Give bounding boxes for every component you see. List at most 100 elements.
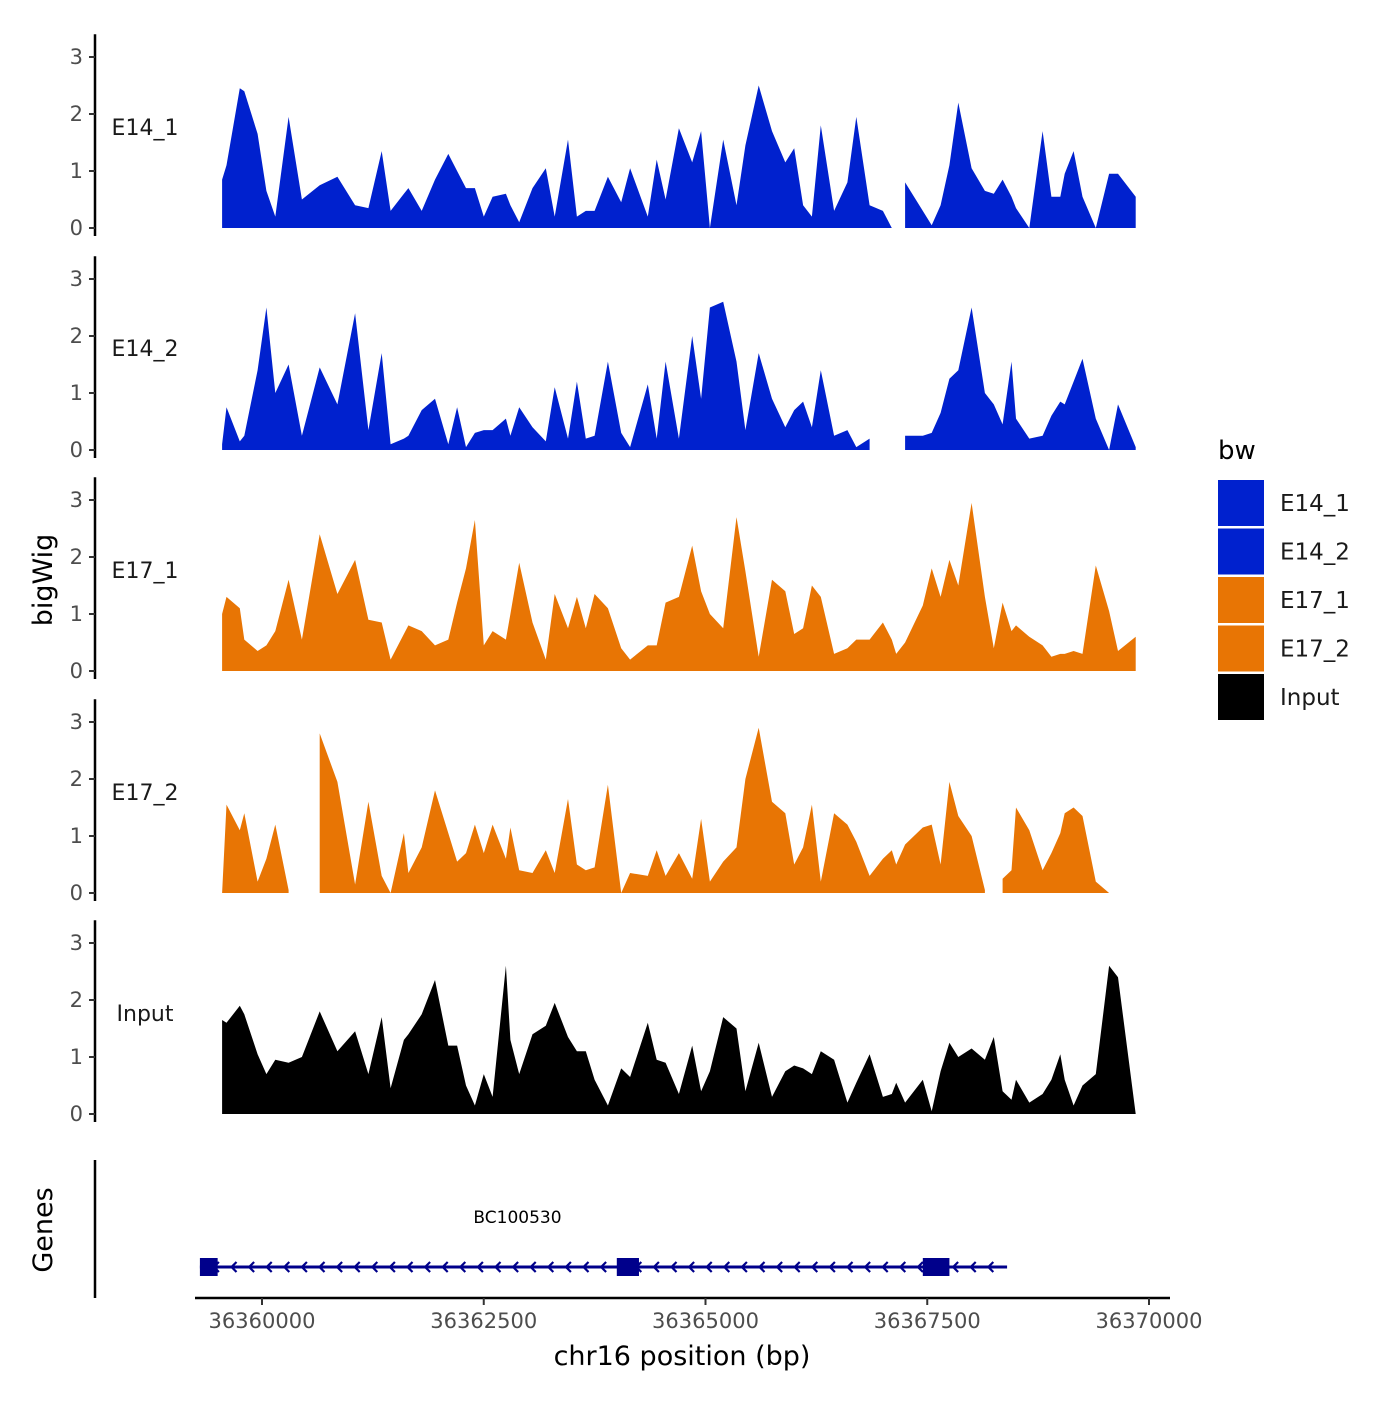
strand-arrow: [388, 1261, 396, 1273]
y-tick-label: 0: [70, 659, 83, 683]
strand-arrow: [652, 1261, 660, 1273]
strand-arrow: [476, 1261, 484, 1273]
strand-arrow: [458, 1261, 467, 1273]
strand-arrow: [969, 1261, 977, 1273]
y-tick-label: 0: [70, 1102, 83, 1126]
y-tick-label: 2: [70, 767, 83, 791]
strand-arrow: [564, 1261, 572, 1273]
strand-arrow: [898, 1261, 907, 1273]
gene-BC100530: BC100530: [199, 1208, 1008, 1276]
strand-arrow: [335, 1261, 343, 1273]
track-label: E14_2: [112, 337, 179, 362]
x-tick-label: 36365000: [652, 1309, 759, 1333]
exon: [616, 1258, 639, 1276]
y-tick-label: 1: [70, 824, 83, 848]
strand-arrow: [881, 1261, 889, 1273]
signal-area-E14_1: [905, 102, 1136, 228]
track-label: Input: [117, 1002, 174, 1027]
strand-arrow: [669, 1261, 678, 1273]
track-E14_1: 0 1 2 3 E14_1: [70, 34, 1136, 240]
signal-area-E17_2: [222, 804, 289, 893]
y-axis-title: bigWig: [28, 534, 59, 627]
legend-label: E14_1: [1280, 491, 1350, 517]
y-tick-label: 3: [70, 931, 83, 955]
strand-arrow: [687, 1261, 695, 1273]
strand-arrow: [300, 1261, 308, 1273]
strand-arrow: [916, 1261, 924, 1273]
signal-area-Input: [222, 965, 1136, 1114]
legend-label: E14_2: [1280, 540, 1350, 566]
x-tick-label: 36370000: [1096, 1309, 1203, 1333]
legend-key-E17_1: [1218, 577, 1264, 623]
strand-arrow: [441, 1261, 449, 1273]
x-tick-label: 36362500: [430, 1309, 537, 1333]
legend: bw E14_1 E14_2 E17_1 E17_2 Input: [1218, 436, 1350, 720]
signal-area-E17_1: [222, 502, 1136, 671]
signal-area-E17_2: [1002, 807, 1136, 893]
track-label: E17_2: [112, 781, 179, 806]
track-E17_2: 0 1 2 3 E17_2: [70, 699, 1136, 905]
y-tick-label: 0: [70, 881, 83, 905]
strand-arrow: [317, 1261, 326, 1273]
strand-arrow: [722, 1261, 731, 1273]
strand-arrow: [581, 1261, 590, 1273]
x-axis: 36360000 36362500 36365000 36367500 36370000: [195, 1296, 1203, 1333]
strand-arrow: [282, 1261, 291, 1273]
strand-arrow: [353, 1261, 361, 1273]
y-tick-label: 2: [70, 102, 83, 126]
legend-label: E17_2: [1280, 637, 1350, 663]
legend-key-E14_2: [1218, 528, 1264, 575]
y-tick-label: 2: [70, 988, 83, 1012]
strand-arrow: [705, 1261, 713, 1273]
strand-arrow: [599, 1261, 607, 1273]
legend-key-E17_2: [1218, 625, 1264, 672]
strand-arrow: [546, 1261, 555, 1273]
y-tick-label: 2: [70, 545, 83, 569]
strand-arrow: [757, 1261, 766, 1273]
strand-arrow: [793, 1261, 801, 1273]
strand-arrow: [863, 1261, 871, 1273]
strand-arrow: [247, 1261, 255, 1273]
y-tick-label: 1: [70, 159, 83, 183]
track-label: E17_1: [112, 559, 179, 584]
x-tick-label: 36360000: [209, 1309, 316, 1333]
x-axis-title: chr16 position (bp): [554, 1341, 811, 1372]
legend-key-E14_1: [1218, 480, 1264, 526]
strand-arrow: [986, 1261, 995, 1273]
genes-axis-title: Genes: [28, 1187, 59, 1272]
x-tick-label: 36367500: [874, 1309, 981, 1333]
strand-arrow: [775, 1261, 783, 1273]
strand-arrow: [493, 1261, 502, 1273]
strand-arrow: [951, 1261, 959, 1273]
legend-key-Input: [1218, 674, 1264, 720]
legend-label: E17_1: [1280, 588, 1350, 614]
strand-arrow: [229, 1261, 238, 1273]
y-tick-label: 1: [70, 602, 83, 626]
signal-area-E14_2: [222, 301, 870, 450]
legend-label: Input: [1280, 685, 1340, 711]
y-tick-label: 1: [70, 1045, 83, 1069]
exon: [199, 1258, 218, 1276]
legend-title: bw: [1218, 436, 1256, 466]
track-E14_2: 0 1 2 3 E14_2: [70, 256, 1136, 462]
strand-arrow: [265, 1261, 273, 1273]
strand-arrow: [370, 1261, 379, 1273]
y-tick-label: 3: [70, 488, 83, 512]
tracks: 0 1 2 3 E14_1 0 1 2 3 E14_2 0 1 2 3 E17_1 0 1 2 3 E17_2 0 1 2 3…: [70, 34, 1136, 1126]
signal-area-E17_2: [319, 727, 985, 893]
strand-arrow: [828, 1261, 836, 1273]
track-Input: 0 1 2 3 Input: [70, 920, 1136, 1126]
y-tick-label: 3: [70, 267, 83, 291]
strand-arrow: [423, 1261, 431, 1273]
strand-arrow: [529, 1261, 537, 1273]
strand-arrow: [810, 1261, 819, 1273]
signal-area-E14_1: [222, 85, 892, 228]
y-tick-label: 1: [70, 381, 83, 405]
gene-label: BC100530: [473, 1208, 561, 1228]
strand-arrow: [405, 1261, 414, 1273]
y-tick-label: 3: [70, 710, 83, 734]
strand-arrow: [845, 1261, 854, 1273]
y-tick-label: 0: [70, 216, 83, 240]
